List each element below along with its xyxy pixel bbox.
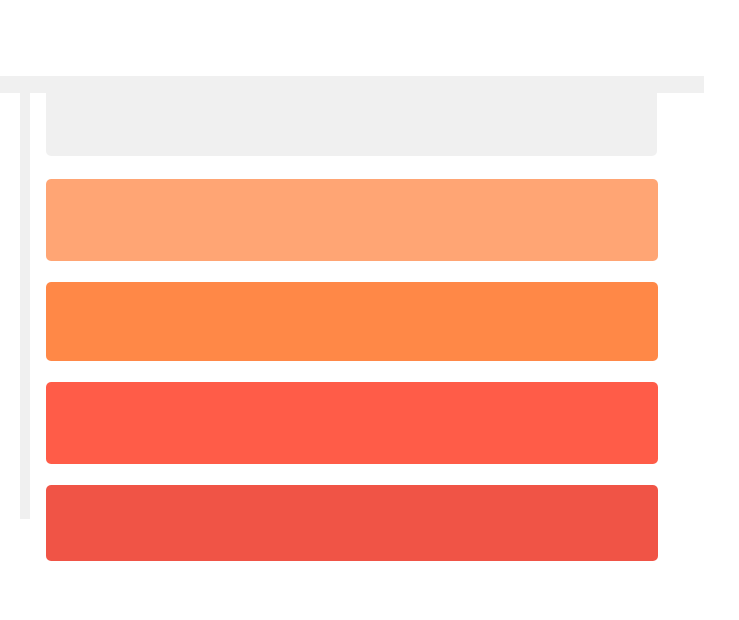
light-gray-panel [46, 93, 657, 156]
stripe-light-orange [46, 179, 658, 261]
stripe-red-orange [46, 382, 658, 464]
stripe-red [46, 485, 658, 561]
stripe-orange [46, 282, 658, 361]
side-pole [20, 93, 30, 519]
top-rail [0, 76, 704, 93]
